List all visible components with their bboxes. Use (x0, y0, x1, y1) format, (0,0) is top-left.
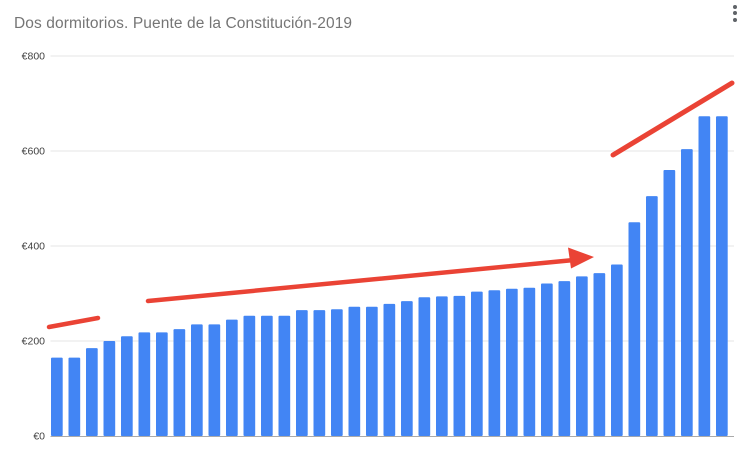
bar[interactable] (366, 306, 378, 436)
bar[interactable] (226, 319, 238, 436)
bar[interactable] (331, 309, 343, 436)
bar[interactable] (488, 290, 501, 436)
bar[interactable] (156, 332, 168, 436)
vertical-ellipsis-icon (733, 4, 737, 9)
bar[interactable] (173, 329, 186, 436)
bar[interactable] (558, 281, 571, 436)
bar[interactable] (436, 296, 448, 436)
trend-arrow-middle (145, 257, 577, 304)
bar[interactable] (261, 315, 273, 436)
bar[interactable] (453, 295, 466, 436)
bar[interactable] (68, 357, 81, 436)
bar[interactable] (681, 149, 693, 436)
y-axis-tick-label: €0 (33, 431, 45, 443)
y-axis-tick-label: €200 (22, 336, 46, 348)
bar[interactable] (243, 315, 256, 436)
bar[interactable] (418, 297, 431, 436)
bar[interactable] (278, 315, 291, 436)
bar[interactable] (646, 196, 658, 436)
bar[interactable] (716, 116, 728, 437)
vertical-ellipsis-icon (733, 11, 737, 15)
bar[interactable] (698, 116, 711, 437)
chart-menu-button[interactable] (727, 1, 743, 25)
y-axis-tick-label: €400 (22, 241, 46, 253)
bar[interactable] (506, 288, 518, 437)
y-axis-tick-label: €600 (22, 146, 46, 158)
trend-arrow-middle-head-icon (568, 247, 594, 269)
bar[interactable] (576, 276, 588, 436)
bar[interactable] (191, 324, 203, 436)
bar[interactable] (383, 303, 396, 436)
bar[interactable] (628, 222, 641, 437)
bar[interactable] (471, 291, 483, 436)
bar[interactable] (138, 332, 151, 436)
bar[interactable] (313, 310, 326, 436)
bar[interactable] (86, 348, 98, 436)
bar[interactable] (121, 336, 133, 437)
bar[interactable] (348, 306, 361, 436)
vertical-ellipsis-icon (733, 17, 737, 22)
y-axis-tick-label: €800 (22, 51, 46, 63)
bar[interactable] (663, 170, 676, 436)
bar[interactable] (523, 287, 536, 436)
bar[interactable] (51, 357, 63, 436)
trend-line-left (46, 315, 101, 330)
bar[interactable] (103, 341, 116, 436)
bar[interactable] (593, 273, 606, 436)
trend-line-right (610, 80, 735, 158)
bar[interactable] (541, 283, 553, 437)
chart-title: Dos dormitorios. Puente de la Constituci… (14, 15, 353, 32)
bar[interactable] (401, 301, 413, 436)
bar[interactable] (611, 264, 623, 437)
bar[interactable] (296, 310, 308, 436)
bar[interactable] (208, 324, 221, 436)
